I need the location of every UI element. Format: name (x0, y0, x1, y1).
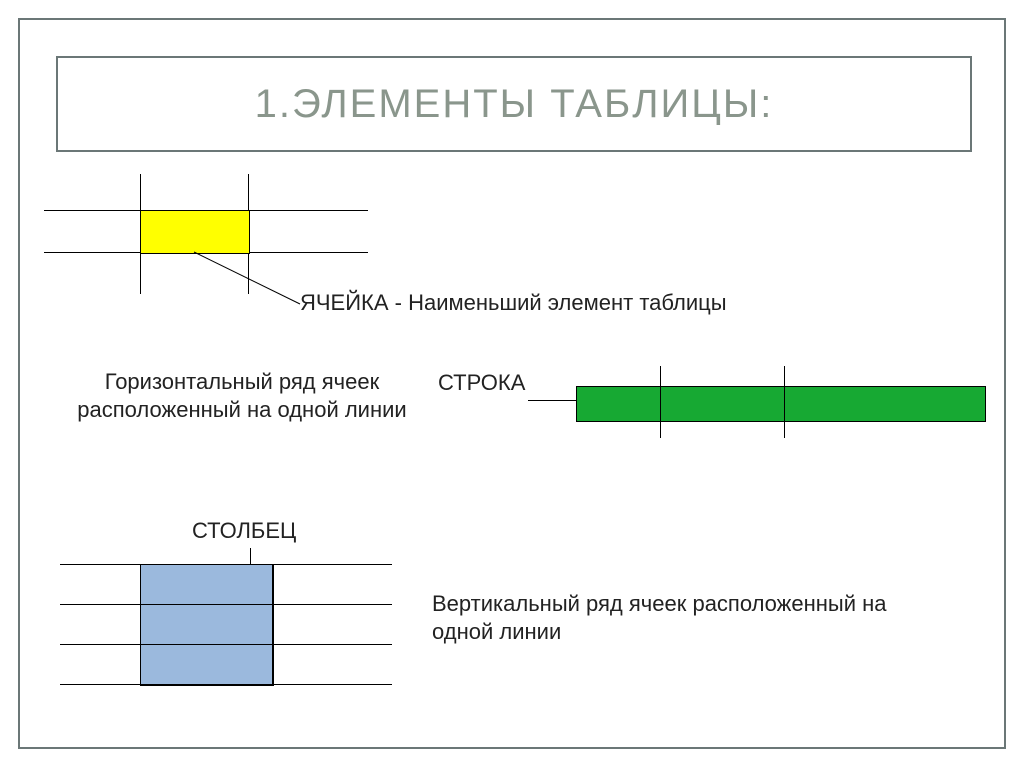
column-hline-1 (60, 564, 392, 565)
cell-label: ЯЧЕЙКА - Наименьший элемент таблицы (300, 290, 727, 316)
row-description-text: Горизонтальный ряд ячеек расположенный н… (77, 369, 406, 422)
row-vline-1 (660, 366, 661, 438)
column-vline-left (140, 564, 141, 684)
row-bar (576, 386, 986, 422)
column-description: Вертикальный ряд ячеек расположенный на … (432, 590, 912, 645)
row-leader-line (528, 400, 576, 401)
page-title: 1.ЭЛЕМЕНТЫ ТАБЛИЦЫ: (255, 82, 774, 127)
row-description: Горизонтальный ряд ячеек расположенный н… (62, 368, 422, 423)
column-hline-4 (60, 684, 392, 685)
column-box (140, 564, 274, 686)
slide: 1.ЭЛЕМЕНТЫ ТАБЛИЦЫ: ЯЧЕЙКА - Наименьший … (0, 0, 1024, 767)
cell-highlight (140, 210, 250, 254)
column-heading: СТОЛБЕЦ (192, 518, 296, 544)
column-leader-line (250, 548, 251, 564)
column-vline-right (272, 564, 273, 684)
title-box: 1.ЭЛЕМЕНТЫ ТАБЛИЦЫ: (56, 56, 972, 152)
column-description-text: Вертикальный ряд ячеек расположенный на … (432, 591, 887, 644)
row-vline-2 (784, 366, 785, 438)
column-hline-2 (60, 604, 392, 605)
column-hline-3 (60, 644, 392, 645)
row-heading: СТРОКА (438, 370, 525, 396)
